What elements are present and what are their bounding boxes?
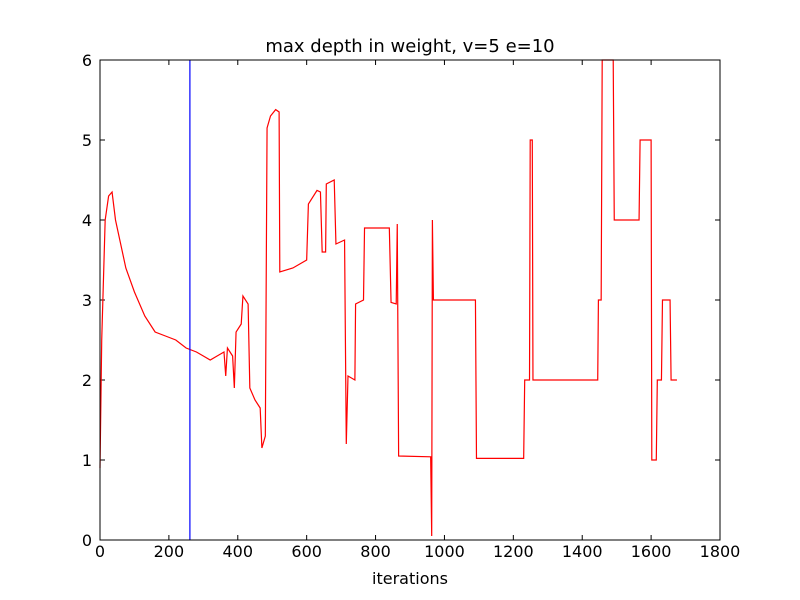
x-tick-label: 400 [223, 542, 254, 561]
x-axis-label: iterations [372, 569, 448, 588]
x-tick-label: 1000 [424, 542, 465, 561]
chart-title: max depth in weight, v=5 e=10 [265, 36, 554, 57]
x-tick-label: 1600 [631, 542, 672, 561]
y-tick-label: 3 [82, 291, 92, 310]
x-tick-label: 0 [95, 542, 105, 561]
data-line [99, 59, 677, 537]
y-tick-label: 0 [82, 531, 92, 550]
y-tick-label: 1 [82, 451, 92, 470]
y-tick-label: 2 [82, 371, 92, 390]
x-tick-label: 800 [360, 542, 391, 561]
x-tick-label: 1800 [700, 542, 741, 561]
plot-frame [99, 59, 721, 541]
x-tick-label: 1200 [493, 542, 534, 561]
y-tick-label: 4 [82, 211, 92, 230]
x-tick-label: 600 [291, 542, 322, 561]
y-tick-label: 5 [82, 131, 92, 150]
x-tick-label: 200 [154, 542, 185, 561]
x-tick-label: 1400 [562, 542, 603, 561]
y-tick-label: 6 [82, 51, 92, 70]
